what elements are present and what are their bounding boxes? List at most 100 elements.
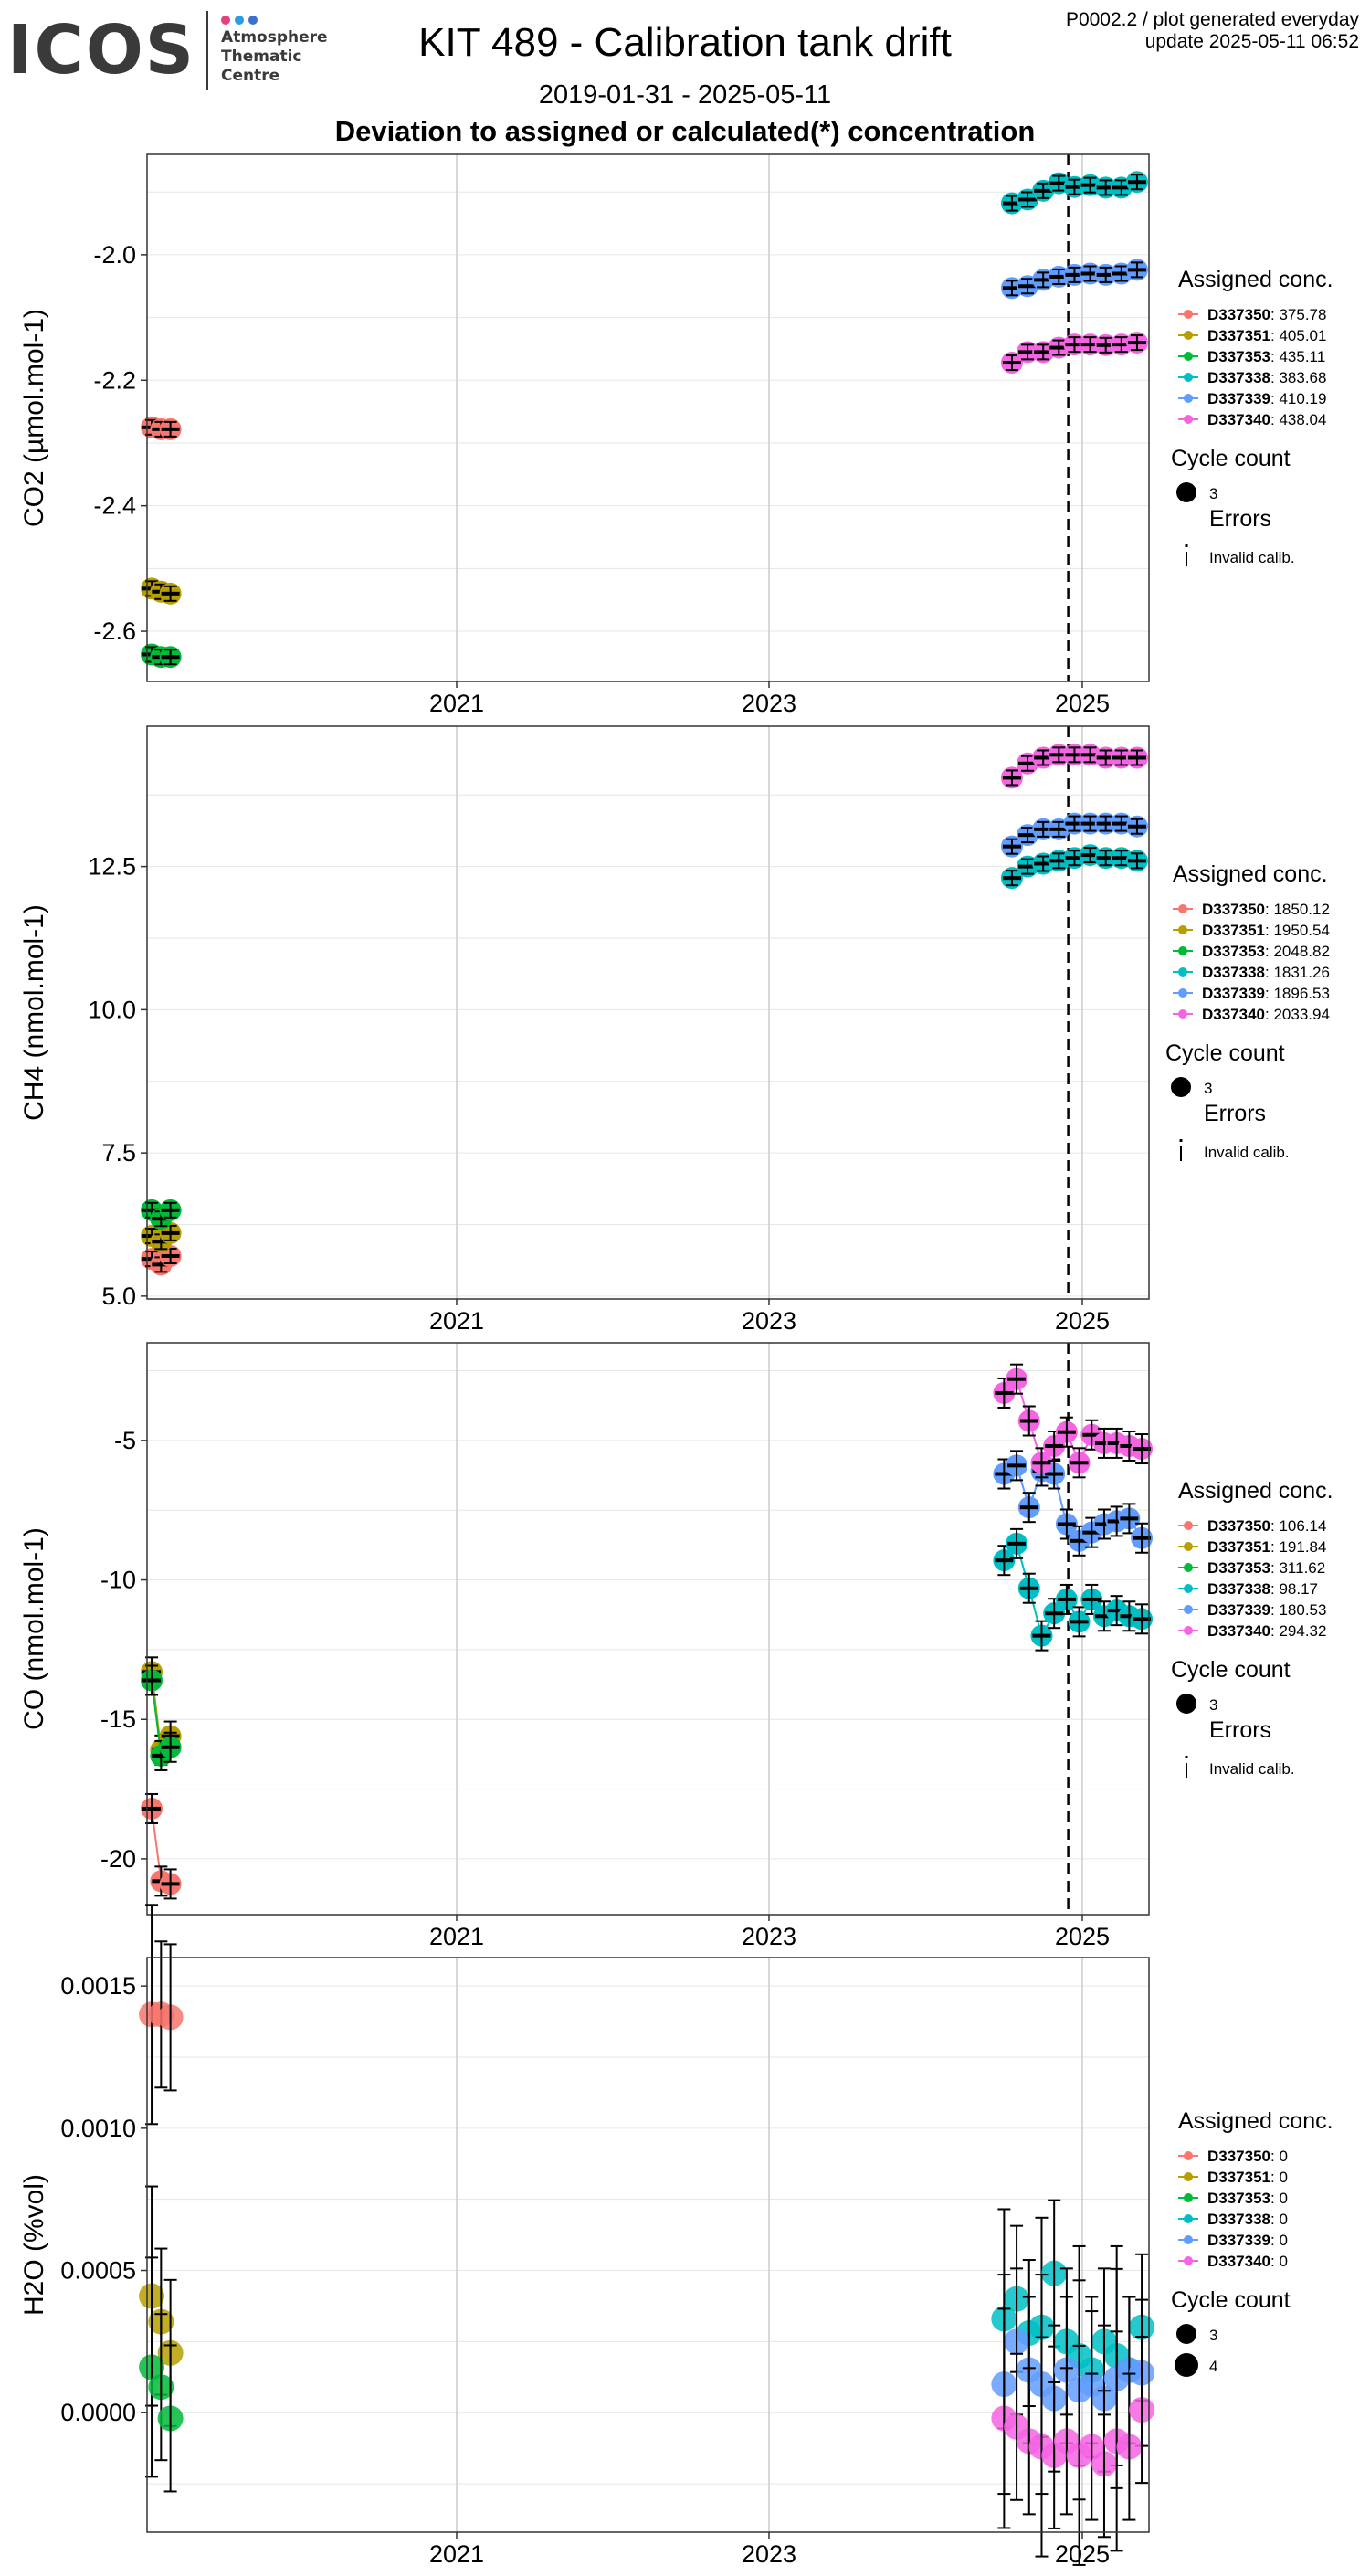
y-axis-label: CH4 (nmol.mol-1) [19,904,49,1121]
chart-panel: 2021 2023 2025 0.0015 0.0010 0.0005 0.0000 H2O … [19,1904,1333,2568]
mean-marker [1133,1617,1152,1621]
mean-marker [1127,268,1146,272]
data-series [991,2307,1155,2566]
y-axis-label: CO2 (µmol.mol-1) [19,309,49,527]
data-series [1000,844,1148,890]
logo-side: Atmosphere Thematic Centre [221,15,328,86]
legend-entry-value: : 0 [1270,2169,1288,2186]
mean-marker [1049,181,1069,185]
mean-marker [1032,1461,1051,1465]
mean-marker [1002,844,1021,849]
legend-entry-name: D337353 [1207,2190,1270,2207]
legend-title: Assigned conc. [1178,267,1333,292]
x-tick-label: 2021 [429,1923,484,1950]
legend-cycle-label: 4 [1209,2358,1217,2375]
mean-marker [995,1558,1014,1563]
mean-marker [1065,272,1084,277]
legend-entry-name: D337340 [1202,1006,1265,1023]
mean-marker [161,591,180,596]
legend-entry: D337350: 0 [1207,2148,1288,2165]
data-series [1000,332,1148,375]
data-series [141,1244,182,1276]
legend-entry: D337338: 98.17 [1207,1580,1318,1598]
x-tick-label: 2021 [429,2540,484,2568]
y-tick-label: -20 [100,1845,136,1873]
x-tick-label: 2025 [1055,1307,1110,1335]
mean-marker [1007,1377,1027,1381]
mean-marker [1127,180,1146,185]
plot-frame [146,1957,1150,2533]
mean-marker [1002,776,1021,780]
mean-marker [1018,833,1038,838]
mean-marker [1045,1443,1064,1448]
mean-marker [142,1678,162,1683]
mean-marker [1112,343,1131,347]
mean-marker [1034,278,1053,282]
mean-marker [1094,1614,1113,1619]
y-tick-label: 0.0010 [60,2115,136,2142]
legend-entry: D337338: 0 [1207,2211,1288,2228]
mean-marker [1002,876,1021,881]
mean-marker [1096,185,1115,190]
mean-marker [1080,183,1100,187]
legend-entry-name: D337351 [1207,327,1270,344]
mean-marker [1002,361,1021,365]
legend-entry: D337350: 106.14 [1207,1517,1326,1535]
legend-swatch-dot [1184,373,1193,382]
mean-marker [152,1753,171,1758]
mean-marker [152,1240,171,1244]
mean-marker [1057,1597,1076,1601]
legend-entry-name: D337350 [1202,901,1265,918]
legend-entry-value: : 0 [1270,2211,1288,2228]
mean-marker [1019,1419,1038,1423]
legend-entry-value: : 1896.53 [1265,985,1330,1002]
data-series [1000,812,1148,858]
y-axis-label: CO (nmol.mol-1) [19,1527,49,1730]
mean-marker [1120,1516,1139,1521]
y-tick-label: -2.6 [93,618,136,645]
mean-marker [1034,188,1053,193]
data-series [1000,171,1148,215]
legend-entry-name: D337350 [1207,1517,1270,1535]
legend-swatch-dot [1184,1626,1193,1635]
legend-entry: D337353: 2048.82 [1202,943,1330,960]
legend-entry-value: : 410.19 [1270,390,1326,407]
legend-entry-name: D337351 [1207,1538,1270,1556]
data-series [139,2256,184,2493]
legend-swatch-dot [1184,310,1193,319]
y-tick-label: 5.0 [101,1283,136,1310]
mean-marker [1049,753,1069,757]
data-series [141,1664,182,1771]
legend-entry-name: D337338 [1207,369,1270,386]
legend-swatch-dot [1178,988,1187,998]
legend-entry: D337339: 0 [1207,2232,1288,2249]
mean-marker [1034,755,1053,760]
legend-entry-name: D337339 [1207,390,1270,407]
legend-entry-value: : 405.01 [1270,327,1326,344]
generation-info: P0002.2 / plot generated everyday update… [1066,9,1359,53]
legend-title: Assigned conc. [1173,861,1328,887]
legend-cycle-title: Cycle count [1165,1040,1285,1066]
x-tick-label: 2023 [742,2540,796,2568]
legend-entry-name: D337351 [1207,2169,1270,2186]
data-series [141,577,182,605]
logo-line-1: Atmosphere [221,27,328,47]
mean-marker [1032,1633,1051,1638]
mean-marker [1065,856,1084,860]
legend-cycle-title: Cycle count [1171,2287,1291,2313]
legend-entry-name: D337353 [1207,348,1270,365]
y-tick-label: 0.0005 [60,2257,136,2285]
legend-entry-name: D337340 [1207,411,1270,428]
y-tick-label: -5 [114,1427,136,1454]
logo-dots [221,15,328,25]
mean-marker [1045,1472,1064,1476]
legend-errors-title: Errors [1209,1717,1271,1743]
logo-dot [235,15,245,25]
date-range: 2019-01-31 - 2025-05-11 [538,80,832,110]
data-series [139,1904,184,2126]
mean-marker [1094,1522,1113,1526]
legend-cycle-label: 3 [1209,2327,1217,2344]
mean-marker [1112,755,1131,760]
mean-marker [1094,1441,1113,1445]
y-tick-label: -10 [100,1567,136,1594]
